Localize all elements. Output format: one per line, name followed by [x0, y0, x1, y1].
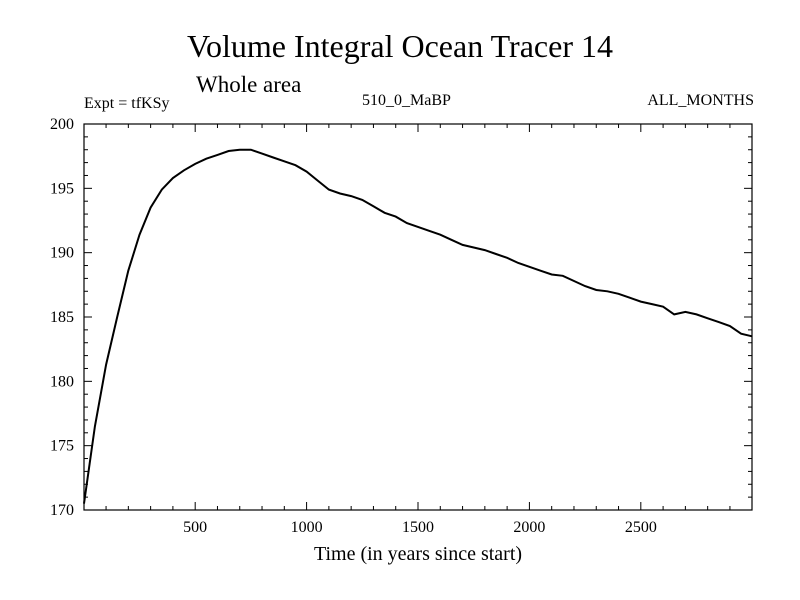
- y-tick-label: 175: [50, 438, 74, 455]
- y-tick-label: 200: [50, 116, 74, 133]
- x-tick-label: 1500: [402, 519, 434, 536]
- months-label: ALL_MONTHS: [647, 92, 754, 109]
- x-tick-label: 2500: [625, 519, 657, 536]
- x-tick-label: 2000: [513, 519, 545, 536]
- series-line: [83, 148, 753, 504]
- axis-ticks: [84, 124, 752, 510]
- chart-subtitle: Whole area: [196, 72, 302, 97]
- plot-frame: [83, 123, 753, 511]
- y-tick-label: 185: [50, 309, 74, 326]
- y-tick-label: 170: [50, 502, 74, 519]
- x-tick-label: 500: [183, 519, 207, 536]
- axis-tick-labels: 500 1000 1500 2000 2500 170 175 180 185 190 195 200: [50, 116, 657, 536]
- y-tick-label: 195: [50, 180, 74, 197]
- y-tick-label: 190: [50, 245, 74, 262]
- x-tick-label: 1000: [291, 519, 323, 536]
- x-axis-label: Time (in years since start): [314, 543, 522, 565]
- y-tick-label: 180: [50, 373, 74, 390]
- run-label: 510_0_MaBP: [362, 92, 451, 109]
- chart-title: Volume Integral Ocean Tracer 14: [187, 28, 613, 64]
- experiment-label: Expt = tfKSy: [84, 95, 170, 112]
